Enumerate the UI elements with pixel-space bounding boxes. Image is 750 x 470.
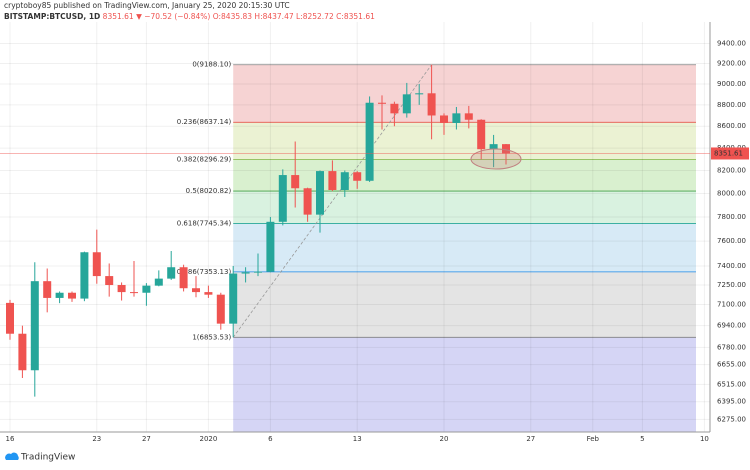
fib-label: 0.618(7745.34)	[177, 220, 232, 228]
candle-body	[390, 103, 399, 114]
change: ▼ −70.52 (−0.84%)	[136, 12, 210, 21]
x-tick-label: 23	[92, 435, 101, 443]
fib-band	[233, 271, 696, 338]
fib-band	[233, 159, 696, 192]
candle-body	[291, 175, 300, 189]
y-tick-label: 6655.00	[717, 361, 746, 369]
fib-band	[233, 337, 696, 432]
x-tick-label: 27	[142, 435, 151, 443]
highlight-ellipse	[470, 148, 522, 170]
candle-body	[353, 172, 362, 181]
y-tick-label: 8200.00	[717, 167, 746, 175]
last-price-tag-label: 8351.61	[714, 149, 743, 157]
fib-label: 1(6853.53)	[192, 333, 231, 341]
candle-body	[477, 119, 486, 150]
candle-body	[402, 94, 411, 114]
fib-band	[233, 122, 696, 160]
logo: TradingView	[5, 453, 75, 463]
candle-body	[278, 175, 287, 222]
candle-body	[464, 113, 473, 120]
symbol: BITSTAMP:BTCUSD, 1D	[4, 12, 100, 21]
x-tick-label: 10	[700, 435, 709, 443]
candle-body	[229, 273, 238, 324]
candle-body	[92, 252, 101, 277]
y-tick-label: 6275.00	[717, 415, 746, 423]
candle-body	[266, 221, 275, 272]
candle-body	[192, 288, 200, 293]
candle-body	[130, 292, 138, 294]
candle-body	[452, 113, 461, 123]
x-tick-label: Feb	[587, 435, 600, 443]
y-tick-label: 9000.00	[717, 80, 746, 88]
x-tick-label: 6	[268, 435, 273, 443]
x-tick-label: 13	[353, 435, 362, 443]
candle-body	[30, 281, 39, 371]
candle-body	[6, 302, 14, 334]
y-tick-label: 8800.00	[717, 101, 746, 109]
y-tick-label: 7400.00	[717, 262, 746, 270]
candle-body	[254, 271, 262, 273]
fib-band	[233, 191, 696, 224]
y-tick-label: 7100.00	[717, 300, 746, 308]
fib-label: 0(9188.10)	[192, 61, 231, 69]
y-tick-label: 6780.00	[717, 343, 746, 351]
candle-body	[378, 102, 386, 104]
candle-body	[154, 278, 163, 286]
logo-icon	[5, 452, 19, 460]
candle-body	[43, 281, 52, 298]
symbol-line: BITSTAMP:BTCUSD, 1D 8351.61 ▼ −70.52 (−0…	[4, 12, 375, 21]
plot-area: 0(9188.10) 0.236(8637.14) 0.382(8296.29) 0.…	[0, 22, 710, 432]
y-tick-label: 7600.00	[717, 237, 746, 245]
candle-body	[216, 294, 225, 324]
last-price-tag	[711, 147, 749, 160]
candle-body	[303, 188, 312, 215]
candle-body	[489, 144, 498, 150]
y-tick-label: 6515.00	[717, 380, 746, 388]
y-tick-label: 9200.00	[717, 60, 746, 68]
candle-body	[167, 267, 176, 279]
candle-body	[340, 172, 349, 190]
x-tick-label: 5	[640, 435, 644, 443]
candle-body	[142, 285, 151, 293]
candle-body	[316, 171, 324, 215]
y-tick-label: 9400.00	[717, 40, 746, 48]
candle-body	[415, 93, 424, 95]
y-tick-label: 6395.00	[717, 398, 746, 406]
y-tick-label: 8600.00	[717, 122, 746, 130]
fib-trend-line	[232, 64, 432, 338]
candle-body	[18, 333, 27, 371]
fib-band	[233, 223, 696, 272]
fib-label: 0.236(8637.14)	[177, 118, 232, 126]
candle-body	[80, 252, 89, 299]
ohlc: O:8435.83 H:8437.47 L:8252.72 C:8351.61	[213, 12, 375, 21]
x-tick-label: 16	[6, 435, 15, 443]
publish-line: cryptoboy85 published on TradingView.com…	[4, 1, 290, 10]
fib-label: 0.786(7353.13)	[177, 268, 232, 276]
fib-label: 0.382(8296.29)	[177, 156, 232, 164]
y-tick-label: 7800.00	[717, 213, 746, 221]
candle-body	[179, 267, 188, 289]
x-tick-label: 2020	[199, 435, 217, 443]
x-tick-label: 27	[526, 435, 535, 443]
candle-body	[117, 285, 126, 293]
candle-body	[105, 276, 114, 286]
candle-body	[365, 102, 374, 181]
y-tick-label: 6940.00	[717, 322, 746, 330]
last-price: 8351.61	[103, 12, 134, 21]
candle-body	[204, 292, 213, 295]
candle-body	[440, 115, 448, 123]
x-tick-label: 20	[440, 435, 449, 443]
candle-body	[241, 272, 250, 274]
candle-body	[502, 144, 510, 154]
candle-body	[328, 171, 337, 190]
candle-body	[427, 93, 436, 116]
fib-band	[233, 64, 696, 123]
y-tick-label: 7250.00	[717, 281, 746, 289]
brand: TradingView	[20, 453, 75, 463]
candle-body	[55, 292, 64, 298]
y-tick-label: 8000.00	[717, 189, 746, 197]
fib-label: 0.5(8020.82)	[186, 187, 232, 195]
candle-body	[68, 292, 76, 299]
